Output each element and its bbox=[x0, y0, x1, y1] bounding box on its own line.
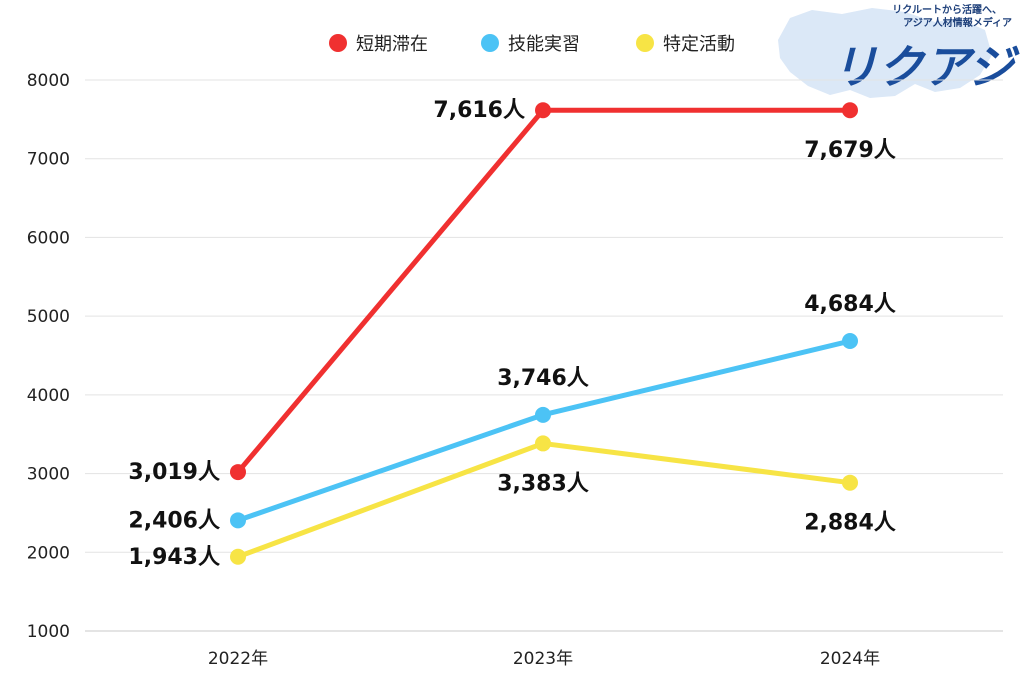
x-axis-ticks: 2022年 2023年 2024年 bbox=[208, 649, 880, 669]
asia-map-icon bbox=[778, 8, 992, 98]
data-label: 1,943人 bbox=[128, 545, 220, 570]
data-label: 3,383人 bbox=[497, 471, 589, 496]
legend-label: 特定活動 bbox=[663, 34, 735, 55]
y-tick-label: 6000 bbox=[27, 228, 70, 248]
data-point bbox=[535, 102, 551, 119]
logo-tagline-1: リクルートから活躍へ、 bbox=[892, 3, 1002, 16]
legend-label: 短期滞在 bbox=[356, 34, 428, 55]
legend-label: 技能実習 bbox=[508, 34, 580, 55]
legend-marker bbox=[481, 34, 499, 52]
legend-marker bbox=[636, 34, 654, 52]
y-tick-label: 5000 bbox=[27, 307, 70, 327]
y-axis-ticks: 1000 2000 3000 4000 5000 6000 7000 8000 bbox=[27, 71, 70, 642]
data-point bbox=[842, 102, 858, 119]
legend: 短期滞在 技能実習 特定活動 bbox=[329, 34, 735, 55]
logo-name: リクアジ bbox=[832, 40, 1020, 94]
y-tick-label: 4000 bbox=[27, 386, 70, 406]
series-line bbox=[237, 440, 851, 560]
data-point bbox=[842, 474, 858, 491]
data-point bbox=[535, 435, 551, 452]
x-tick-label: 2024年 bbox=[820, 649, 880, 669]
data-label: 4,684人 bbox=[804, 292, 896, 317]
data-label: 7,679人 bbox=[804, 138, 896, 163]
data-point bbox=[842, 333, 858, 350]
data-point bbox=[230, 464, 246, 481]
x-tick-label: 2023年 bbox=[513, 649, 573, 669]
logo-tagline-2: アジア人材情報メディア bbox=[903, 16, 1012, 29]
data-point bbox=[230, 548, 246, 565]
data-label: 3,019人 bbox=[128, 460, 220, 485]
y-tick-label: 7000 bbox=[27, 150, 70, 170]
y-tick-label: 2000 bbox=[27, 543, 70, 563]
data-label: 2,406人 bbox=[128, 508, 220, 533]
y-tick-label: 8000 bbox=[27, 71, 70, 91]
x-tick-label: 2022年 bbox=[208, 649, 268, 669]
grid-lines bbox=[85, 79, 1003, 632]
series-group bbox=[230, 102, 858, 565]
data-label: 3,746人 bbox=[497, 366, 589, 391]
legend-marker bbox=[329, 34, 347, 52]
logo: リクルートから活躍へ、 アジア人材情報メディア リクアジ bbox=[778, 3, 1020, 98]
data-label: 7,616人 bbox=[433, 98, 525, 123]
data-point bbox=[535, 406, 551, 423]
data-point bbox=[230, 512, 246, 529]
data-label: 2,884人 bbox=[804, 511, 896, 536]
y-tick-label: 3000 bbox=[27, 465, 70, 485]
data-labels: 3,019人 7,616人 7,679人 2,406人 3,746人 4,684人 1,94… bbox=[128, 98, 895, 570]
y-tick-label: 1000 bbox=[27, 622, 70, 642]
